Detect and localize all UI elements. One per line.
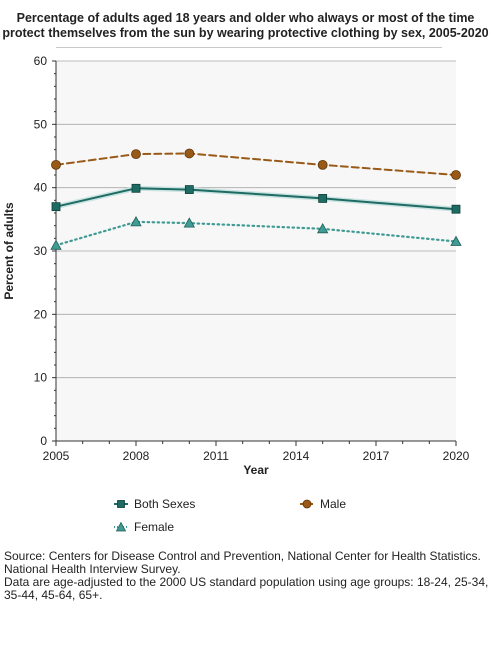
- data-point-both-sexes: [131, 183, 141, 193]
- data-point-female: [316, 223, 329, 234]
- grid-lines: [56, 60, 456, 379]
- square-marker-icon: [114, 500, 128, 508]
- circle-marker-icon: [300, 499, 314, 509]
- legend-label: Both Sexes: [134, 497, 196, 511]
- legend-label: Female: [134, 520, 175, 534]
- data-point-male: [131, 149, 141, 160]
- x-tick-label: 2008: [123, 449, 150, 463]
- y-tick-label: 50: [34, 117, 48, 131]
- data-point-male: [184, 148, 195, 159]
- y-tick-label: 0: [40, 434, 47, 448]
- triangle-marker-icon: [114, 521, 128, 532]
- y-tick-label: 60: [34, 54, 48, 68]
- legend-item-female[interactable]: Female: [114, 520, 174, 534]
- line-chart: 0 10 20 30 40 50 60 2005 2008 2011 2014 2017 2020 Y…: [2, 54, 470, 477]
- legend-item-male[interactable]: Male: [300, 497, 346, 511]
- x-tick-label: 2011: [203, 449, 229, 463]
- data-point-female: [450, 235, 462, 246]
- data-note: Data are age-adjusted to the 2000 US sta…: [4, 575, 489, 602]
- y-axis-ticks: 0 10 20 30 40 50 60: [34, 54, 56, 448]
- data-point-both-sexes: [318, 194, 328, 203]
- legend-label: Male: [320, 497, 347, 511]
- y-axis-label: Percent of adults: [2, 202, 16, 300]
- x-tick-label: 2017: [363, 449, 390, 463]
- y-tick-label: 10: [34, 371, 48, 385]
- y-tick-label: 20: [34, 307, 48, 321]
- legend-item-both-sexes[interactable]: Both Sexes: [114, 497, 195, 511]
- x-tick-label: 2020: [443, 449, 470, 463]
- footnotes: Source: Centers for Disease Control and …: [4, 550, 489, 602]
- chart-title: Percentage of adults aged 18 years and o…: [2, 11, 489, 40]
- x-axis-ticks: 2005 2008 2011 2014 2017 2020: [43, 441, 470, 463]
- data-point-female: [130, 216, 142, 227]
- series-group: [50, 148, 462, 250]
- y-tick-label: 40: [34, 181, 48, 195]
- data-point-male: [51, 159, 61, 170]
- source-note: Source: Centers for Disease Control and …: [4, 549, 481, 576]
- data-point-both-sexes: [51, 202, 61, 212]
- data-point-female: [50, 239, 62, 250]
- x-tick-label: 2014: [283, 449, 310, 463]
- data-point-male: [451, 170, 461, 180]
- data-point-female: [183, 217, 196, 228]
- x-tick-label: 2005: [43, 449, 70, 463]
- y-tick-label: 30: [34, 244, 48, 258]
- data-point-both-sexes: [184, 185, 194, 194]
- data-point-male: [317, 159, 328, 170]
- x-axis-label: Year: [243, 463, 269, 477]
- data-point-both-sexes: [451, 204, 461, 214]
- title-divider: [56, 47, 442, 48]
